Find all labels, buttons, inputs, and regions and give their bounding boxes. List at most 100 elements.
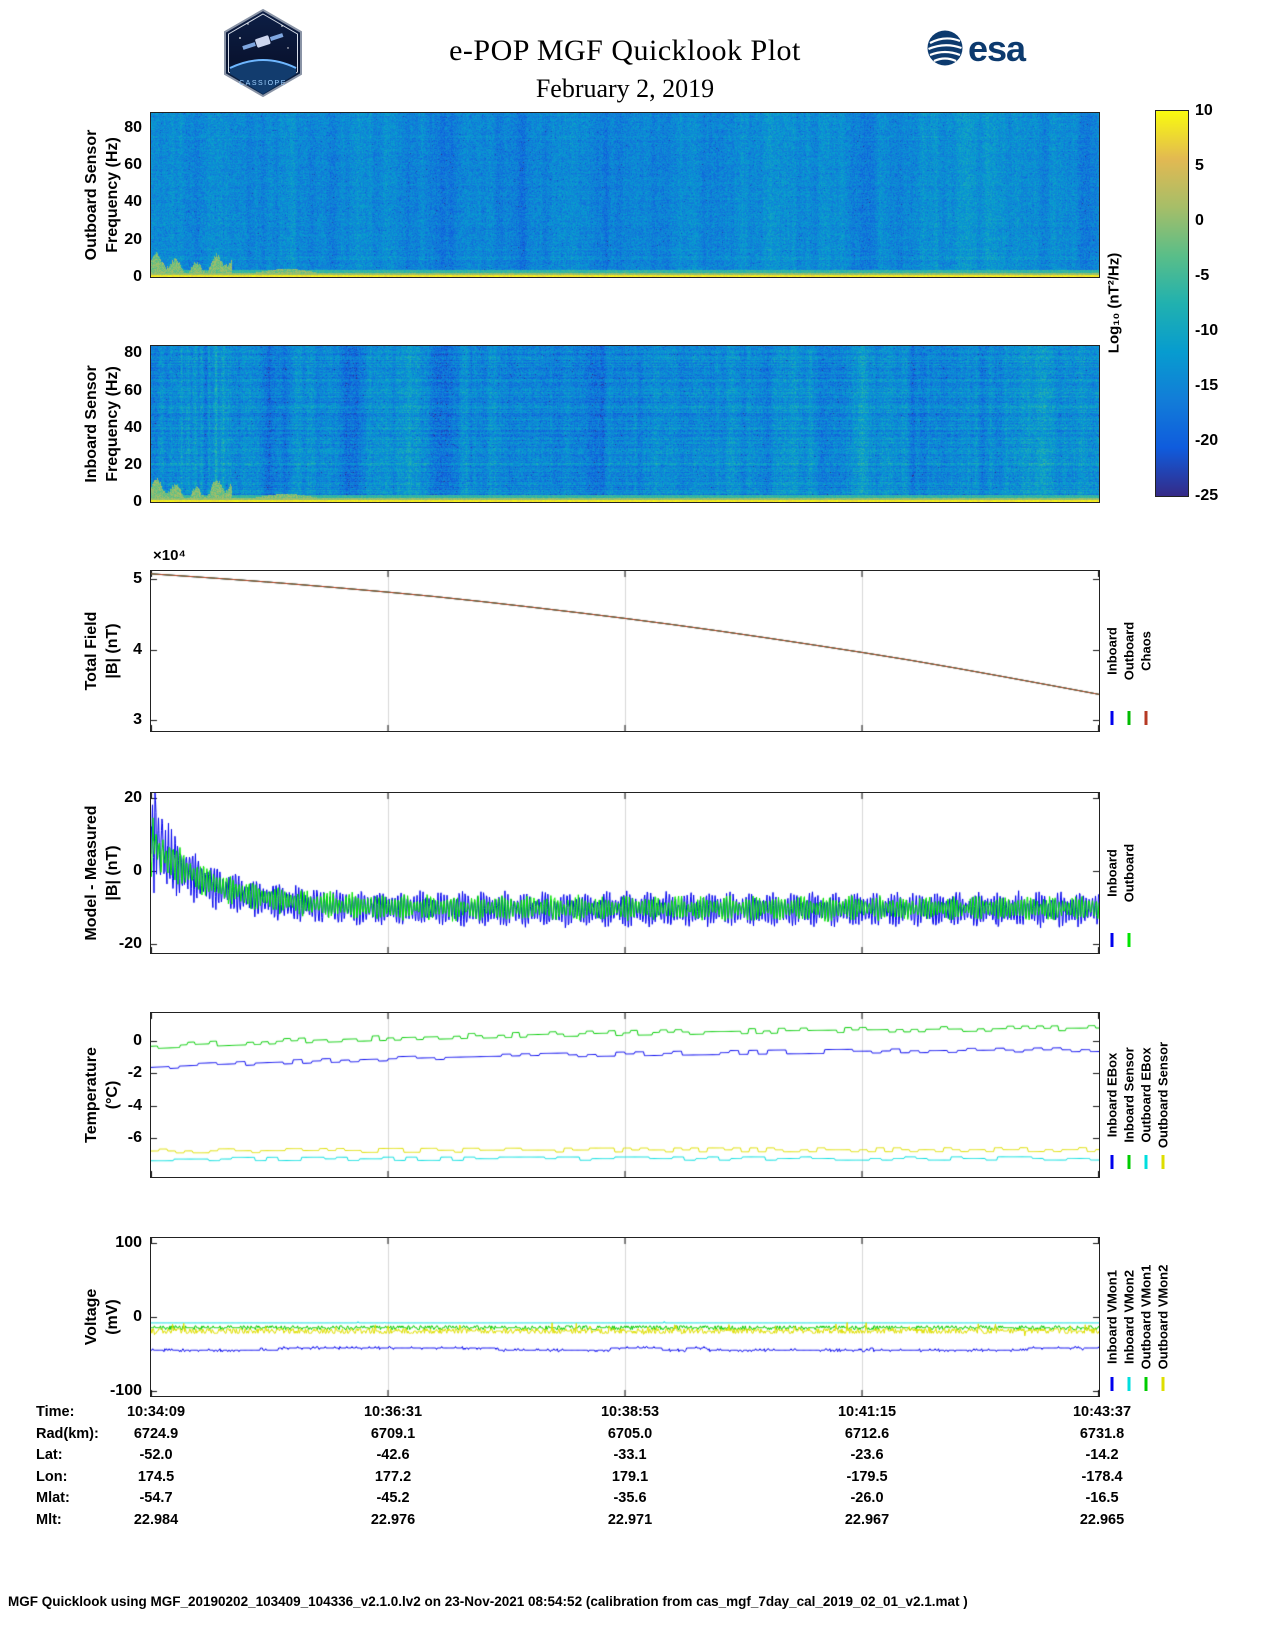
voltage-panel: Voltage (mV) -100 0 100 Inboard VMon1 Inboa… [83, 1234, 1170, 1399]
table-cell: -16.5 [1085, 1490, 1119, 1506]
legend-entry: Inboard [1103, 793, 1120, 953]
temperature-panel: Temperature (°C) 0 -2 -4 -6 Inboard EBox Inb… [83, 1012, 1170, 1178]
y-tick-label: 80 [124, 118, 142, 136]
legend-entry: Inboard VMon2 [1120, 1238, 1137, 1396]
satellite-icon [242, 33, 284, 50]
total-field-scale-label: ×10⁴ [153, 547, 186, 564]
colorbar-tick-label: 5 [1195, 157, 1204, 174]
table-cell: 6731.8 [1079, 1425, 1125, 1442]
table-row-label: Time: [36, 1404, 75, 1420]
colorbar-ticks: 10 5 0 -5 -10 -15 -20 -25 [1156, 102, 1218, 504]
legend-entry: Outboard EBox [1137, 1013, 1154, 1177]
table-cell: 6724.9 [133, 1425, 179, 1442]
model-minus-measured-panel: Model - Measured |B| (nT) -20 0 20 Inboard… [83, 789, 1136, 954]
y-tick-label: 0 [133, 1031, 142, 1049]
legend-entry: Inboard EBox [1103, 1013, 1120, 1177]
legend-color-dash [1127, 1377, 1130, 1391]
colorbar-label: Log₁₀ (nT²/Hz) [1105, 252, 1123, 354]
table-row-label: Mlt: [36, 1511, 62, 1528]
voltage-axis-label: Voltage (mV) [83, 1288, 121, 1346]
total-field-canvas [151, 571, 1099, 731]
y-tick-label: -4 [127, 1096, 142, 1114]
legend-entry-label: Outboard VMon2 [1155, 1264, 1170, 1370]
legend-color-dash [1144, 711, 1147, 725]
colorbar-gradient [1156, 111, 1188, 496]
table-row: Lon: 174.5 177.2 179.1 -179.5 -178.4 [0, 1469, 1275, 1490]
y-tick-label: 4 [133, 640, 142, 658]
temperature-legend: Inboard EBox Inboard Sensor Outboard EBox O… [1103, 1013, 1171, 1177]
table-cell: -35.6 [613, 1490, 647, 1506]
table-cell: -33.1 [613, 1447, 647, 1463]
colorbar-tick-label: -10 [1195, 322, 1219, 339]
esa-logo-graphic: esa [927, 28, 1028, 69]
table-cell: 22.967 [844, 1511, 890, 1528]
colorbar-tick-label: 10 [1195, 102, 1213, 119]
page-title: e-POP MGF Quicklook Plot [449, 34, 801, 67]
table-cell: -178.4 [1081, 1468, 1123, 1485]
table-cell: 177.2 [374, 1468, 412, 1485]
table-cell: 10:43:37 [1072, 1404, 1132, 1420]
y-tick-label: 0 [133, 1308, 142, 1325]
table-cell: 10:36:31 [363, 1404, 423, 1420]
colorbar-tick-label: -15 [1195, 377, 1219, 394]
page-date: February 2, 2019 [535, 74, 715, 103]
table-row: Time: 10:34:09 10:36:31 10:38:53 10:41:15 10:… [0, 1404, 1275, 1425]
legend-color-dash [1144, 1377, 1147, 1391]
legend-entry-label: Outboard EBox [1138, 1047, 1153, 1143]
table-cell: 6705.0 [607, 1425, 653, 1442]
table-cell: 6709.1 [370, 1425, 416, 1442]
legend-entry: Outboard VMon2 [1154, 1238, 1171, 1396]
legend-entry: Outboard [1120, 793, 1137, 953]
legend-entry: Inboard VMon1 [1103, 1238, 1120, 1396]
ephemeris-table: Time: 10:34:09 10:36:31 10:38:53 10:41:15 10:… [0, 1404, 1275, 1542]
y-tick-label: -2 [127, 1064, 142, 1082]
model-minus-measured-legend: Inboard Outboard [1103, 793, 1137, 953]
esa-logo-text: esa [968, 28, 1027, 69]
y-tick-label: -100 [109, 1381, 142, 1399]
colorbar-tick-label: 0 [1195, 212, 1204, 229]
y-tick-label: 60 [124, 156, 142, 174]
colorbar-tick-label: -25 [1195, 487, 1219, 504]
total-field-axis-label: Total Field |B| (nT) [83, 611, 121, 691]
table-cell: -26.0 [850, 1490, 884, 1506]
y-tick-label: 60 [124, 381, 142, 399]
temperature-canvas [151, 1013, 1099, 1177]
legend-color-dash [1110, 1377, 1113, 1391]
table-cell: -45.2 [376, 1490, 410, 1506]
table-cell: 10:34:09 [126, 1404, 186, 1420]
legend-color-dash [1110, 1155, 1113, 1169]
cassiope-mission-badge: CASSIOPE [222, 8, 304, 103]
y-tick-label: 0 [133, 862, 142, 880]
table-cell: -179.5 [846, 1468, 888, 1485]
total-field-legend: Inboard Outboard Chaos [1103, 571, 1154, 731]
footer-processing-note: MGF Quicklook using MGF_20190202_103409_… [8, 1594, 968, 1609]
legend-color-dash [1127, 711, 1130, 725]
colorbar-tick-label: -5 [1195, 267, 1210, 284]
inboard-spectrogram-canvas [151, 346, 1099, 502]
inboard-spectrogram-axis-label: Inboard Sensor Frequency (Hz) [83, 365, 121, 483]
legend-color-dash [1110, 711, 1113, 725]
model-minus-measured-canvas [151, 793, 1099, 953]
table-row: Mlt: 22.984 22.976 22.971 22.967 22.965 [0, 1512, 1275, 1533]
y-tick-label: 5 [133, 570, 142, 588]
table-cell: 22.976 [370, 1511, 416, 1528]
legend-entry: Outboard [1120, 571, 1137, 731]
table-cell: -14.2 [1085, 1447, 1119, 1463]
table-cell: 10:38:53 [600, 1404, 660, 1420]
legend-entry: Inboard Sensor [1120, 1013, 1137, 1177]
cassiope-badge-graphic: CASSIOPE [224, 8, 302, 98]
table-row: Mlat: -54.7 -45.2 -35.6 -26.0 -16.5 [0, 1490, 1275, 1511]
legend-entry: Chaos [1137, 571, 1154, 731]
table-cell: -54.7 [139, 1490, 173, 1506]
table-cell: 22.971 [607, 1511, 653, 1528]
legend-color-dash [1127, 933, 1130, 947]
table-row-label: Rad(km): [36, 1425, 99, 1442]
y-tick-label: 0 [133, 268, 142, 285]
legend-color-dash [1161, 1377, 1164, 1391]
table-row-label: Lat: [36, 1447, 63, 1463]
y-tick-label: 3 [133, 711, 142, 729]
table-cell: 22.984 [133, 1511, 179, 1528]
table-cell: -42.6 [376, 1447, 410, 1463]
colorbar: 10 5 0 -5 -10 -15 -20 -25 [1155, 102, 1218, 504]
legend-entry-label: Outboard Sensor [1155, 1041, 1170, 1149]
